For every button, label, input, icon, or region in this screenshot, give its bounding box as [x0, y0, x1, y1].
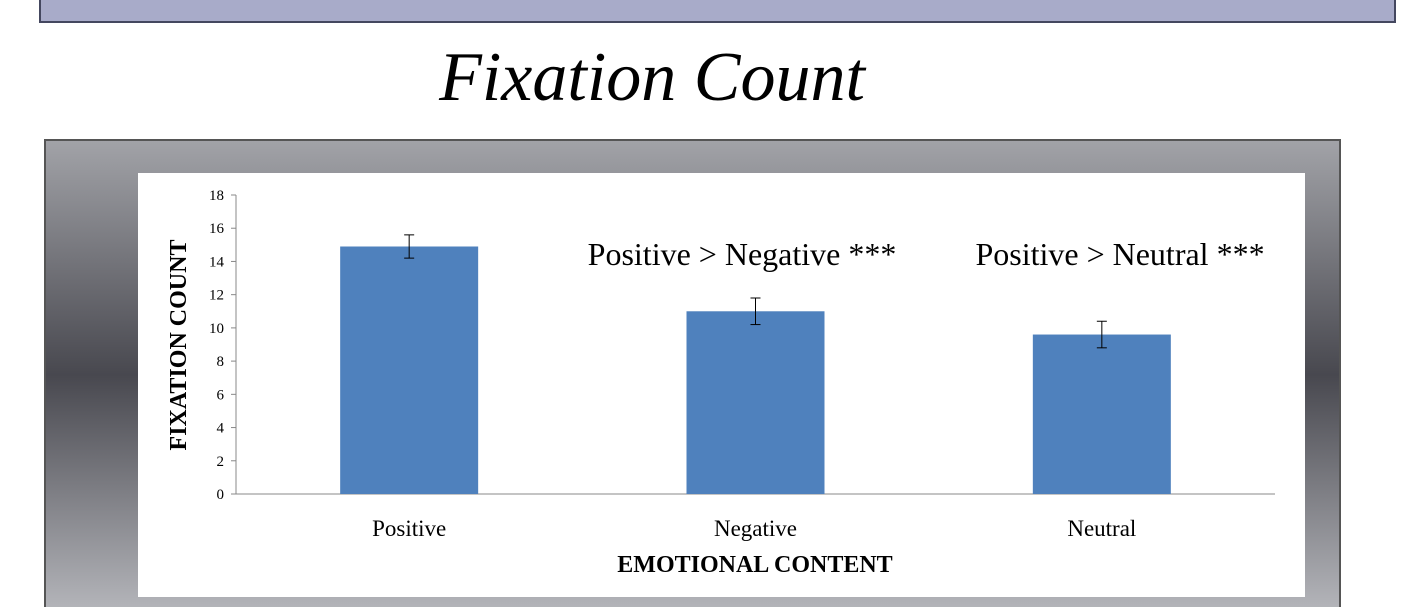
annotation: Positive > Negative *** [588, 236, 897, 272]
bar [340, 246, 479, 494]
y-axis-title: FIXATION COUNT [166, 240, 192, 451]
y-tick-label: 6 [217, 387, 225, 403]
y-tick-label: 16 [209, 221, 225, 237]
y-tick-label: 10 [209, 321, 224, 337]
y-tick-label: 8 [217, 354, 225, 370]
y-tick-label: 18 [209, 188, 224, 204]
y-tick-label: 0 [217, 487, 225, 503]
header-bar [39, 0, 1396, 23]
x-tick-label: Negative [714, 516, 797, 541]
chart-title: Fixation Count [438, 39, 866, 116]
y-tick-label: 4 [217, 421, 225, 437]
bar [1032, 334, 1171, 494]
y-tick-label: 2 [217, 454, 225, 470]
y-tick-label: 14 [209, 254, 225, 270]
x-tick-label: Positive [372, 516, 446, 541]
bar [686, 311, 825, 494]
y-tick-label: 12 [209, 288, 224, 304]
x-tick-label: Neutral [1067, 516, 1136, 541]
x-axis-title: EMOTIONAL CONTENT [617, 552, 892, 578]
annotation: Positive > Neutral *** [975, 236, 1264, 272]
